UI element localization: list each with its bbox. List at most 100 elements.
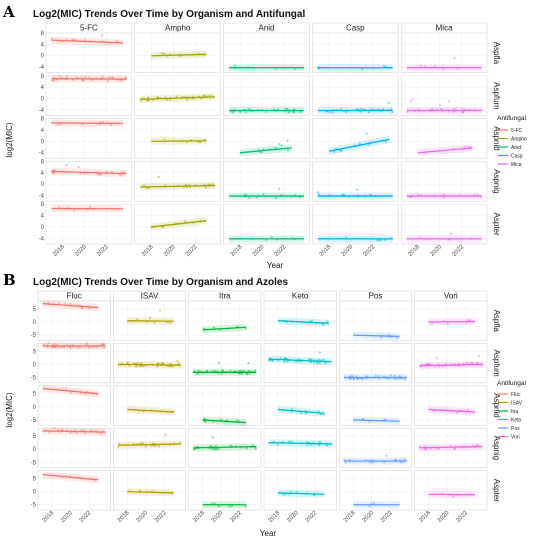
trend-line: [42, 473, 99, 481]
data-point: [134, 362, 137, 365]
data-point: [449, 444, 452, 447]
data-point: [156, 362, 159, 365]
data-point: [286, 148, 290, 152]
facet-aspnid-pos: [339, 385, 412, 426]
data-point: [177, 362, 180, 365]
data-point: [69, 346, 72, 349]
facet-panel-background: [45, 161, 133, 202]
facet-strip-label: Fluc: [67, 292, 82, 301]
facet-aspter-vori: [414, 470, 488, 511]
y-tick-label: 8: [41, 159, 45, 165]
facet-aspnig-fluc: [37, 427, 111, 468]
data-point: [454, 107, 457, 110]
data-point: [101, 120, 105, 123]
data-point: [110, 170, 113, 174]
data-point: [244, 505, 247, 508]
data-point: [184, 183, 188, 186]
data-point: [213, 502, 216, 505]
data-point: [101, 34, 104, 37]
facet-strip-label: Ampho: [165, 24, 191, 33]
data-point: [280, 144, 283, 147]
x-axis-title-a: Year: [267, 261, 284, 270]
data-point: [275, 67, 278, 71]
facet-panel-background: [223, 118, 310, 159]
y-tick-label: -5: [31, 418, 37, 424]
y-tick-label: 0: [33, 447, 37, 453]
data-point: [77, 166, 80, 169]
x-tick-label: 2020: [211, 510, 225, 524]
panel-label-b: B: [3, 271, 16, 289]
facet-aspter-pos: [339, 470, 412, 511]
facet-aspter-itra: [188, 470, 262, 511]
data-point: [313, 361, 316, 364]
data-point: [352, 377, 355, 380]
data-point: [115, 40, 118, 43]
data-point: [344, 110, 348, 114]
facet-panel-background: [223, 75, 310, 116]
y-tick-label: -5: [31, 460, 37, 466]
trend-line: [140, 96, 216, 101]
data-point: [369, 193, 372, 196]
data-point: [318, 440, 321, 444]
facet-panel-background: [400, 118, 488, 159]
trend-line: [127, 490, 174, 494]
trend-line: [277, 320, 329, 324]
data-point: [453, 56, 456, 60]
legend-label: Anid: [511, 145, 521, 151]
facet-panel-background: [45, 118, 133, 159]
row-strip-label: Aspnid: [492, 393, 501, 417]
data-point: [101, 74, 104, 77]
trend-line: [127, 320, 174, 322]
trend-line: [428, 320, 475, 323]
data-point: [215, 445, 218, 448]
trend-line: [353, 419, 400, 422]
facet-aspnig-vori: [414, 427, 488, 468]
data-point: [293, 67, 296, 71]
data-point: [255, 196, 259, 199]
legend-label: ISAV: [511, 401, 523, 407]
data-point: [361, 417, 364, 421]
data-point: [163, 52, 166, 56]
legend-label: Casp: [511, 154, 523, 160]
data-point: [158, 309, 162, 312]
x-tick-label: 2018: [42, 510, 56, 524]
trend-line: [42, 387, 99, 395]
legend-title-a: Antifungal: [497, 115, 526, 122]
facet-strip-label: Mica: [436, 24, 453, 33]
facet-panel-background: [339, 385, 412, 426]
data-point: [318, 351, 321, 354]
x-tick-label: 2020: [252, 244, 266, 258]
data-point: [340, 149, 343, 152]
facet-aspfla-5-fc: [45, 32, 133, 74]
facet-panel-background: [134, 118, 221, 159]
x-tick-label: 2018: [268, 510, 282, 524]
y-tick-label: 0: [33, 362, 37, 368]
data-point: [154, 444, 157, 448]
data-point: [453, 447, 456, 451]
x-tick-label: 2018: [418, 510, 432, 524]
data-point: [384, 140, 387, 143]
data-point: [247, 107, 250, 111]
facet-aspnid-keto: [263, 385, 337, 426]
data-point: [195, 372, 198, 375]
facet-aspnid-5-fc: [45, 118, 133, 159]
trend-line: [51, 170, 127, 175]
figure-panel-a: A Log2(MIC) Trends Over Time by Organism…: [2, 3, 527, 270]
y-tick-label: -5: [31, 503, 37, 509]
data-point: [476, 193, 479, 196]
row-strip-label: Aspfum: [492, 82, 501, 109]
trend-line: [202, 419, 247, 424]
data-point: [435, 356, 439, 360]
data-point: [145, 187, 148, 190]
facet-panel-background: [45, 75, 133, 116]
facet-aspnid-mica: [400, 118, 488, 159]
data-point: [144, 444, 147, 448]
data-point: [283, 360, 286, 363]
facet-aspfum-5-fc: [45, 74, 133, 116]
data-point: [236, 419, 239, 422]
data-point: [472, 193, 475, 196]
facet-panel-background: [113, 343, 186, 384]
data-point: [85, 342, 88, 345]
data-point: [365, 132, 368, 135]
y-tick-label: -5: [31, 333, 37, 339]
